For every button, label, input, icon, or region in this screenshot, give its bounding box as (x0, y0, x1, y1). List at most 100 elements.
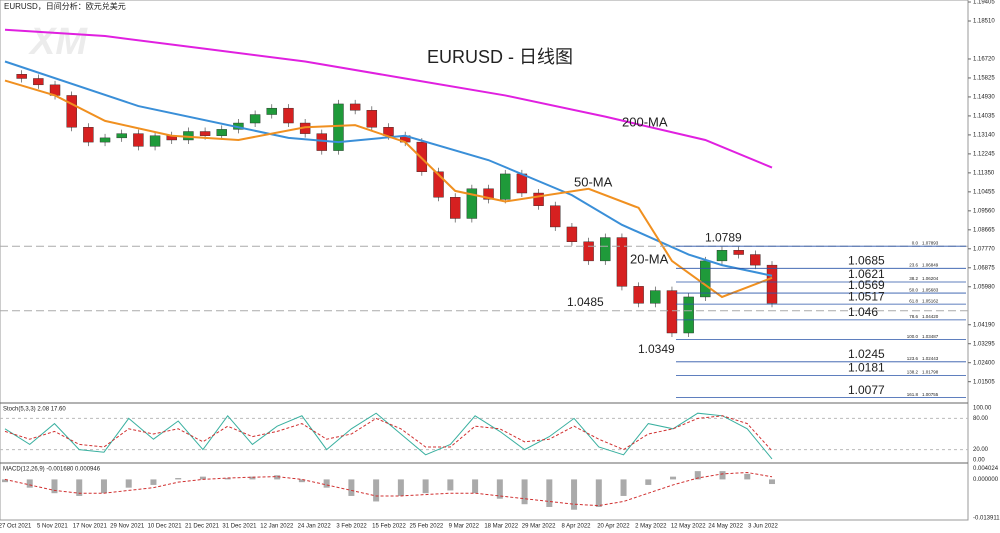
fib-level: 1.0245 (848, 347, 885, 361)
candle (550, 205, 561, 228)
fib-level: 1.046 (848, 305, 878, 319)
candle (133, 133, 144, 147)
macd-bar (521, 479, 528, 505)
candle (366, 110, 378, 128)
y-tick-label: 1.14035 (973, 113, 995, 119)
chart-title: EURUSD - 日线图 (427, 47, 573, 67)
macd-bar (26, 479, 33, 488)
stoch-tick-label: 20.00 (973, 447, 989, 453)
fib-ratio: 50.0 (909, 287, 918, 292)
y-tick-label: 1.03295 (973, 341, 995, 347)
candle (449, 197, 461, 219)
fib-level: 1.0077 (848, 383, 885, 397)
y-tick-label: 1.09560 (973, 208, 995, 214)
x-tick-label: 15 Feb 2022 (372, 524, 406, 530)
y-tick-label: 1.04190 (973, 322, 995, 328)
stoch-tick-label: 100.00 (973, 406, 992, 412)
x-tick-label: 20 Apr 2022 (597, 524, 630, 530)
candle (766, 264, 778, 304)
candle (633, 286, 644, 304)
candle (600, 237, 611, 262)
ma-line (4, 60, 773, 277)
annotation: 1.0349 (638, 342, 675, 356)
x-tick-label: 2 May 2022 (635, 524, 667, 530)
macd-bar (620, 479, 627, 496)
macd-bar (397, 479, 404, 496)
fib-price: 1.06204 (922, 276, 939, 281)
fib-price: 1.07893 (922, 240, 939, 245)
candle (116, 133, 127, 139)
candle (66, 95, 77, 128)
candle (666, 290, 678, 334)
x-tick-label: 29 Nov 2021 (110, 524, 145, 530)
frame (0, 0, 969, 521)
macd-bar (175, 478, 182, 480)
stoch-tick-label: 0.00 (973, 458, 985, 464)
y-tick-label: 1.19405 (973, 0, 995, 6)
x-tick-label: 24 Jan 2022 (298, 524, 332, 530)
fib-ratio: 78.6 (909, 314, 918, 319)
fib-ratio: 61.8 (909, 298, 918, 303)
stoch-line (4, 412, 773, 460)
fib-price: 1.06849 (922, 263, 939, 268)
candle (33, 78, 44, 86)
fib-ratio: 0.0 (912, 240, 919, 245)
x-tick-label: 25 Feb 2022 (410, 524, 444, 530)
ma-label: 200-MA (622, 114, 668, 129)
logo: XM (28, 21, 88, 63)
candle (500, 173, 511, 200)
ma-line (4, 79, 773, 299)
fib-level: 1.0621 (848, 267, 885, 281)
fib-level: 1.0517 (848, 289, 885, 303)
candle (750, 254, 761, 266)
stoch-tick-label: 80.00 (973, 416, 989, 422)
y-tick-label: 1.07770 (973, 246, 995, 252)
candle (733, 250, 744, 255)
macd-bar (422, 479, 429, 494)
y-tick-label: 1.08665 (973, 227, 995, 233)
macd-bar (645, 479, 652, 485)
macd-bar (571, 479, 578, 510)
x-tick-label: 29 Mar 2022 (522, 524, 556, 530)
stoch-label: Stoch(5,3,3) 2.08 17.60 (3, 407, 66, 413)
header: EURUSD，日间分析：欧元兑美元 (4, 1, 126, 11)
fib-level: 1.0685 (848, 254, 885, 268)
candle (650, 290, 661, 304)
macd-bar (348, 479, 355, 496)
macd-bar (249, 476, 256, 480)
candle (216, 129, 227, 136)
macd-bar (472, 479, 479, 494)
ma-label: 20-MA (630, 251, 669, 266)
candle (99, 137, 111, 143)
fib-price: 1.00755 (922, 392, 939, 397)
y-tick-label: 1.16720 (973, 57, 995, 63)
y-tick-label: 1.15825 (973, 76, 995, 82)
fib-ratio: 161.8 (907, 392, 919, 397)
fib-price: 1.05683 (922, 287, 939, 292)
candle (416, 141, 428, 173)
candle (316, 133, 328, 151)
x-tick-label: 24 May 2022 (708, 524, 743, 530)
macd-label: MACD(12,26,9) -0.001680 0.000946 (3, 467, 101, 473)
candle (283, 107, 294, 124)
macd-bar (719, 471, 726, 480)
y-tick-label: 1.12245 (973, 151, 995, 157)
candle (716, 250, 728, 262)
macd-bar (670, 476, 677, 480)
fib-price: 1.05162 (922, 298, 939, 303)
macd-bar (323, 479, 330, 488)
candle (266, 107, 277, 115)
y-tick-label: 1.18510 (973, 19, 995, 25)
candle (616, 237, 628, 287)
macd-bar (2, 479, 8, 483)
macd-bar (496, 479, 503, 499)
candle (83, 127, 94, 143)
x-tick-label: 31 Dec 2021 (222, 524, 257, 530)
x-tick-label: 9 Mar 2022 (449, 524, 480, 530)
macd-bar (100, 479, 107, 494)
fib-level: 1.0569 (848, 278, 885, 292)
fib-ratio: 123.6 (907, 356, 919, 361)
candle (583, 241, 594, 262)
fib-ratio: 38.2 (909, 276, 918, 281)
